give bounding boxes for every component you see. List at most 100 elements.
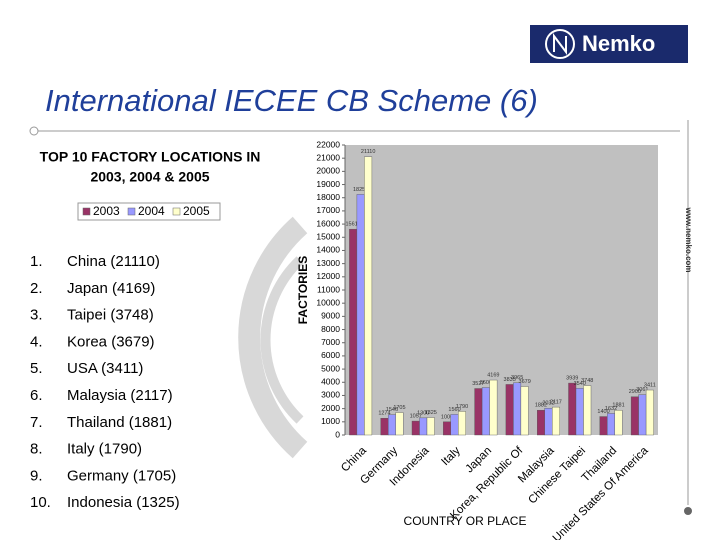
rank-entry: Korea (3679) — [67, 333, 155, 350]
data-label: 1325 — [425, 410, 437, 416]
y-tick-label: 14000 — [316, 245, 340, 255]
y-tick-label: 4000 — [321, 377, 340, 387]
logo-n — [553, 33, 567, 55]
rank: 10. — [30, 494, 51, 511]
data-label: 3965 — [511, 375, 523, 381]
y-tick-label: 1000 — [321, 416, 340, 426]
y-tick-label: 12000 — [316, 271, 340, 281]
legend-swatch — [172, 207, 181, 216]
bar — [489, 379, 498, 436]
bar — [513, 382, 522, 436]
rank-entry: Malaysia (2117) — [67, 387, 173, 404]
bar — [349, 228, 358, 436]
rank: 3. — [30, 307, 43, 324]
data-label: 3527 — [472, 381, 484, 387]
data-label: 1546 — [386, 407, 398, 413]
y-tick-label: 13000 — [316, 258, 340, 268]
data-label: 2032 — [542, 401, 554, 407]
y-tick-label: 19000 — [316, 179, 340, 189]
data-label: 3540 — [574, 381, 586, 387]
ranking-list: 1. China (21110) 2. Japan (4169) 3. Taipei (3… — [30, 253, 180, 511]
bar — [645, 389, 654, 436]
rank-entry: China (21110) — [67, 253, 160, 270]
data-label: 1300 — [417, 410, 429, 416]
y-axis-label: FACTORIES — [296, 256, 310, 324]
data-label: 3600 — [480, 380, 492, 386]
bar — [607, 413, 615, 436]
logo-text: Nemko — [582, 31, 655, 56]
rule-end — [29, 126, 39, 136]
data-label: 1560 — [448, 407, 460, 413]
logo-emblem — [545, 29, 575, 59]
data-label: 1705 — [393, 405, 405, 411]
decoration — [238, 216, 308, 459]
y-tick-label: 20000 — [316, 166, 340, 176]
data-label: 4169 — [487, 372, 499, 378]
x-tick-label: Italy — [439, 445, 463, 469]
rank: 1. — [30, 253, 43, 270]
rank-entry: USA (3411) — [67, 360, 143, 377]
bar — [537, 409, 545, 436]
bar — [426, 417, 435, 436]
rank-entry: Taipei (3748) — [67, 307, 154, 324]
legend-box — [77, 202, 221, 221]
sidebar-heading: TOP 10 FACTORY LOCATIONS IN — [40, 149, 261, 165]
legend-label: 2003 — [93, 204, 120, 218]
chart: 0 1000 2000 3000 4000 5000 6000 7000 8000 9000 100… — [296, 139, 658, 545]
data-label: 2117 — [550, 400, 562, 406]
slide-title: International IECEE CB Scheme (6) — [45, 83, 538, 118]
data-label: 1400 — [597, 409, 609, 415]
x-axis-label: COUNTRY OR PLACE — [404, 514, 527, 528]
y-tick-label: 5000 — [321, 363, 340, 373]
data-label: 3679 — [519, 379, 531, 385]
bar — [505, 384, 514, 436]
legend-label: 2004 — [138, 204, 165, 218]
rank-entry: Germany (1705) — [67, 467, 176, 484]
bar — [630, 396, 639, 436]
bar — [520, 386, 529, 436]
rank-entry: Indonesia (1325) — [67, 494, 180, 511]
y-tick-label: 21000 — [316, 152, 340, 162]
sidebar-heading: 2003, 2004 & 2005 — [90, 169, 209, 185]
data-label: 3748 — [581, 378, 593, 384]
legend-swatch — [82, 207, 91, 216]
bar — [638, 394, 647, 436]
data-label: 1000 — [441, 414, 453, 420]
data-label: 3411 — [644, 382, 656, 388]
plot-area — [345, 145, 658, 435]
bar — [450, 414, 459, 436]
rank: 2. — [30, 280, 43, 297]
y-tick-label: 2000 — [321, 403, 340, 413]
data-label: 15615 — [346, 222, 361, 228]
bar — [544, 408, 553, 436]
bar — [411, 420, 420, 436]
bar — [481, 387, 490, 436]
rank: 4. — [30, 333, 43, 350]
y-tick-label: 8000 — [321, 324, 340, 334]
rank: 5. — [30, 360, 43, 377]
data-label: 1057 — [410, 414, 422, 420]
data-label: 1882 — [535, 403, 547, 409]
bar — [568, 382, 577, 436]
bar — [380, 418, 389, 436]
y-tick-label: 6000 — [321, 350, 340, 360]
rank: 7. — [30, 414, 43, 431]
rule-end — [684, 507, 692, 515]
bar — [552, 406, 560, 436]
rank: 8. — [30, 441, 43, 458]
legend-swatch — [127, 207, 136, 216]
y-tick-label: 22000 — [316, 139, 340, 149]
data-label: 1632 — [605, 406, 617, 412]
bar — [356, 194, 365, 436]
data-label: 1274 — [378, 411, 390, 417]
y-tick-label: 15000 — [316, 232, 340, 242]
rank: 9. — [30, 467, 43, 484]
legend: 2003 2004 2005 — [82, 204, 210, 218]
data-label: 21110 — [361, 149, 375, 155]
rank: 6. — [30, 387, 43, 404]
bar — [364, 156, 373, 436]
website: www.nemko.com — [684, 206, 693, 272]
rank-entry: Italy (1790) — [67, 441, 142, 458]
y-tick-label: 16000 — [316, 218, 340, 228]
